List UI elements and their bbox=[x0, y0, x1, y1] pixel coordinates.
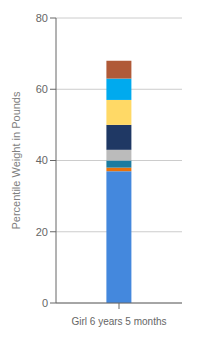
svg-text:Percentile Weight in Pounds: Percentile Weight in Pounds bbox=[10, 91, 22, 229]
svg-text:40: 40 bbox=[36, 154, 48, 166]
svg-text:20: 20 bbox=[36, 226, 48, 238]
svg-text:0: 0 bbox=[42, 297, 48, 309]
svg-text:80: 80 bbox=[36, 12, 48, 24]
svg-text:60: 60 bbox=[36, 83, 48, 95]
svg-text:Girl 6 years 5 months: Girl 6 years 5 months bbox=[71, 316, 166, 327]
